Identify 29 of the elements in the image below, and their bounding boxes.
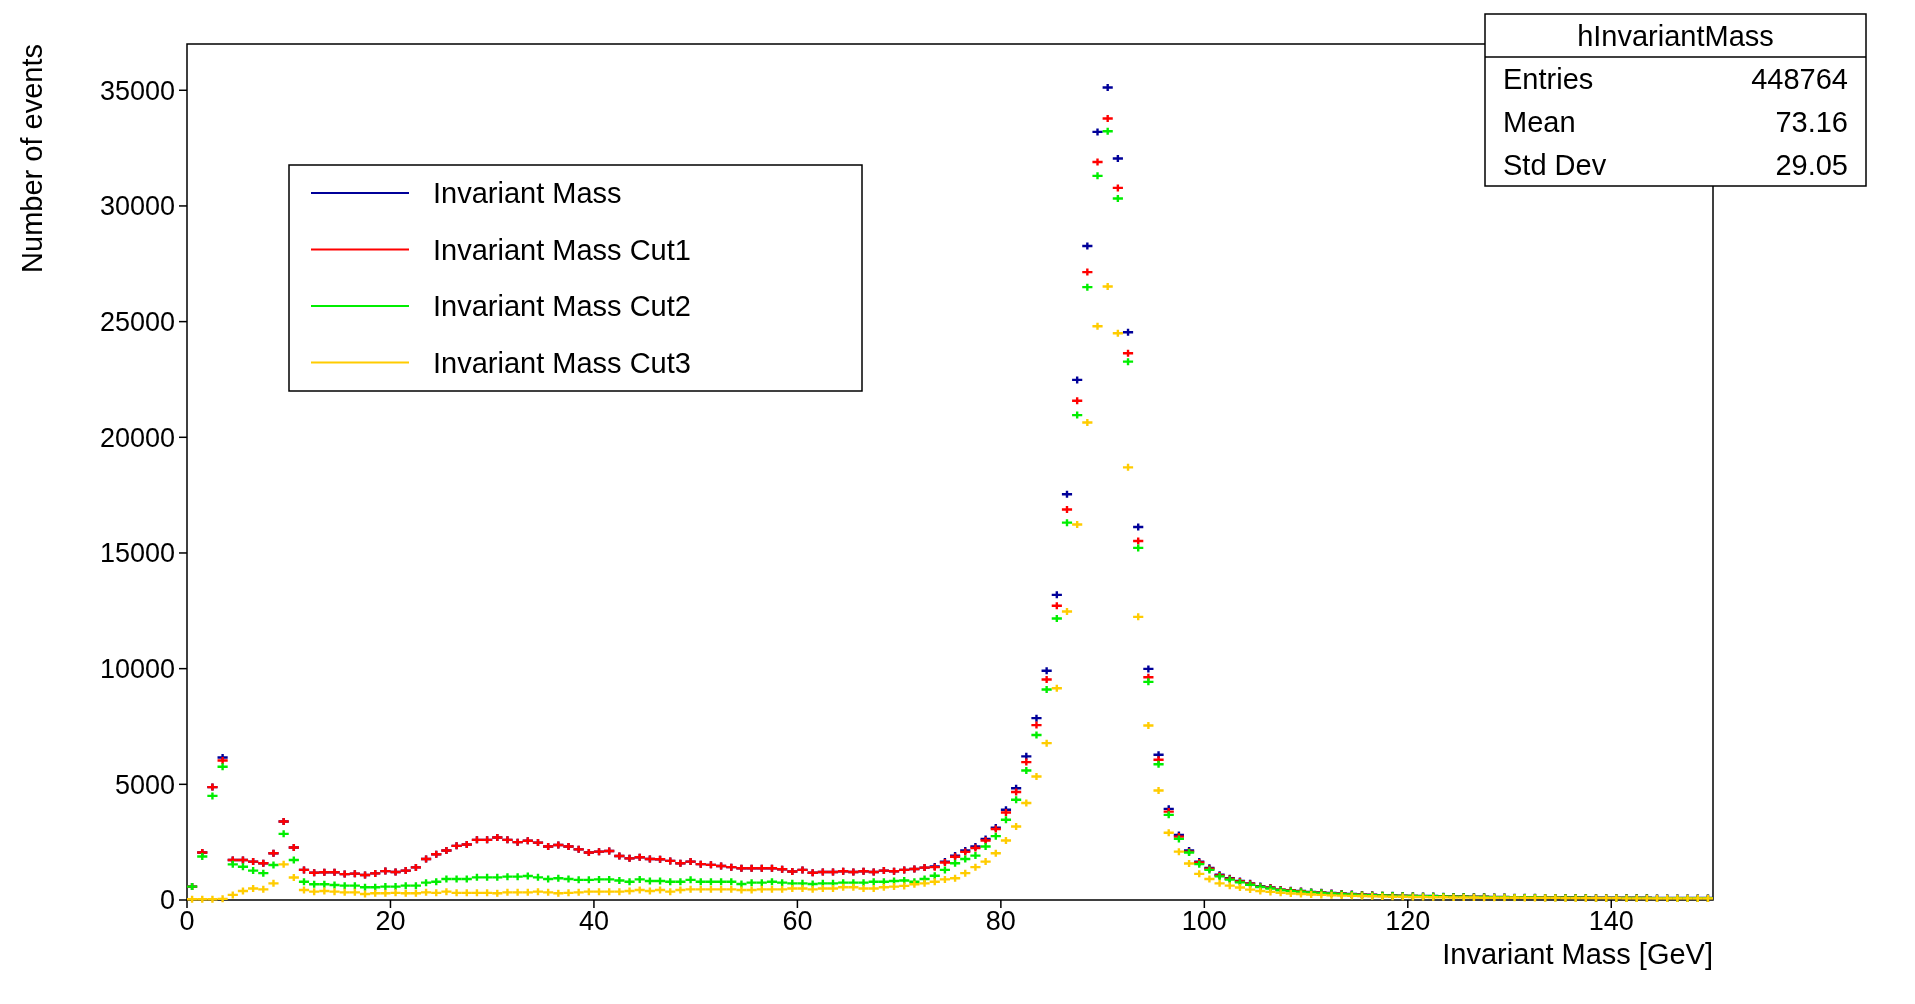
y-tick-label: 25000 [99,307,175,338]
text: 73.16 [1775,105,1848,138]
annotation: hInvariantMass [1577,19,1774,52]
x-tick-label: 60 [782,906,813,936]
x-axis-title: Invariant Mass [GeV] [1442,938,1713,970]
y-tick-label: 10000 [99,654,175,685]
annotation: Mean [1503,105,1576,138]
y-tick-label: 35000 [99,75,175,106]
legend-label: Invariant Mass Cut3 [433,346,691,379]
x-tick-label: 40 [578,906,609,936]
y-tick-label: 20000 [99,422,175,453]
x-tick-label: 120 [1385,906,1431,936]
legend-label: Invariant Mass Cut2 [433,290,691,323]
x-tick-label: 80 [985,906,1016,936]
y-tick-label: 0 [159,885,175,916]
annotation: Std Dev [1503,148,1607,181]
y-tick-label: 5000 [114,769,175,800]
x-tick-label: 0 [179,906,195,936]
text: 448764 [1751,62,1848,95]
x-tick-label: 100 [1181,906,1227,936]
legend-label: Invariant Mass Cut1 [433,233,691,266]
y-axis-title: Number of events [16,44,48,273]
x-tick-label: 20 [375,906,406,936]
x-tick-label: 140 [1588,906,1634,936]
y-tick-label: 30000 [99,191,175,222]
annotation: Entries [1503,62,1594,95]
legend-label: Invariant Mass [433,177,622,210]
text: 29.05 [1775,148,1848,181]
y-tick-label: 15000 [99,538,175,569]
